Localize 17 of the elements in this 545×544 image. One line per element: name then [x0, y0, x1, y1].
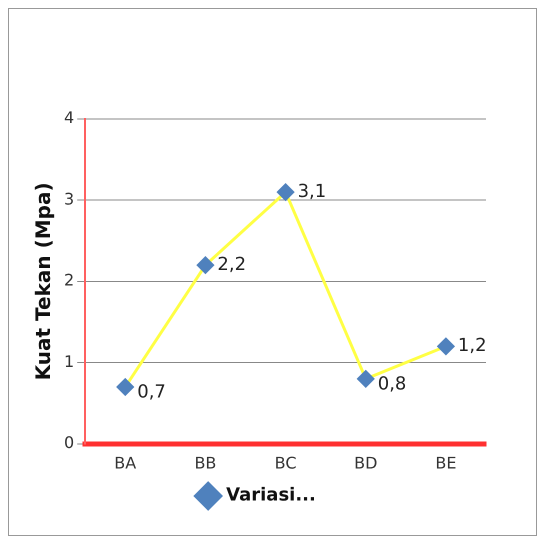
- data-label: 0,7: [137, 382, 166, 403]
- y-tick-label: 0: [64, 432, 74, 452]
- x-tick-label: BC: [274, 454, 297, 473]
- y-tick-label: 4: [64, 108, 74, 128]
- x-tick-label: BD: [354, 454, 378, 473]
- x-tick-label: BB: [194, 454, 216, 473]
- y-tick-label: 3: [64, 189, 74, 208]
- y-tick-label: 2: [64, 270, 74, 290]
- y-axis-title: Kuat Tekan (Mpa): [31, 182, 56, 380]
- data-label: 1,2: [458, 335, 487, 356]
- x-tick-label: BE: [435, 454, 456, 473]
- data-label: 2,2: [217, 254, 246, 275]
- data-label: 3,1: [298, 180, 326, 202]
- x-tick-label: BA: [114, 454, 136, 473]
- legend-label: Variasi...: [226, 484, 316, 506]
- data-label: 0,8: [378, 374, 406, 395]
- y-tick-label: 1: [64, 352, 74, 371]
